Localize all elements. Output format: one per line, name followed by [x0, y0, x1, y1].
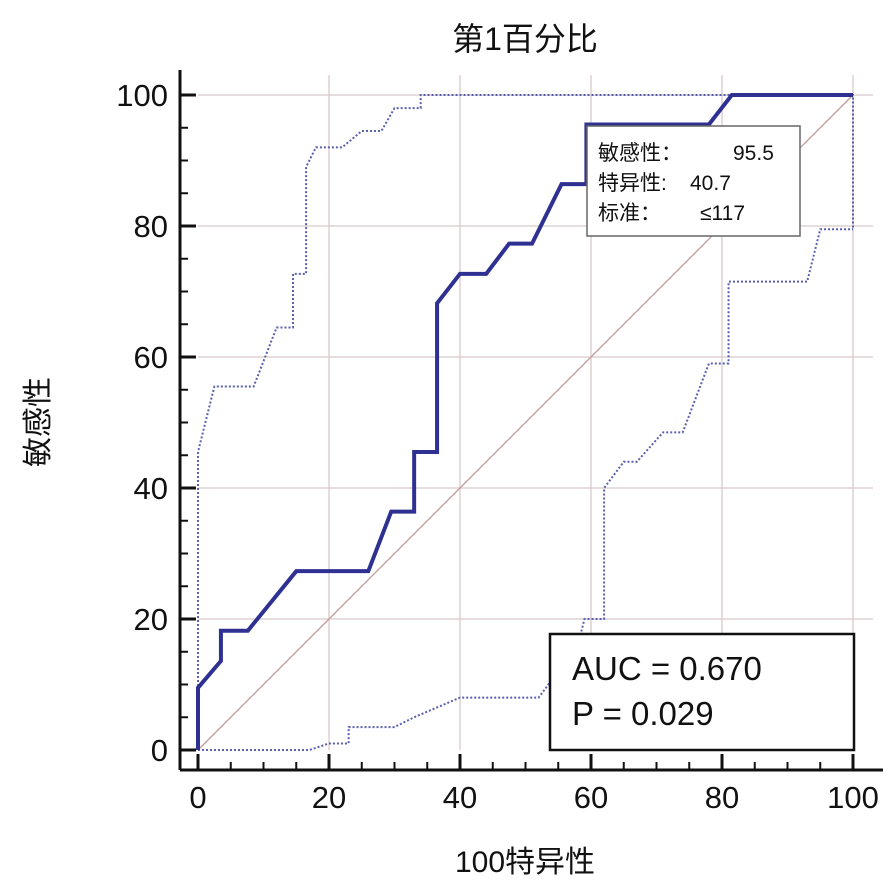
x-tick-label: 0 — [189, 780, 206, 815]
y-tick-label: 20 — [134, 602, 168, 637]
criterion-annotation-box: 敏感性： 95.5 特异性: 40.7 标准： ≤117 — [586, 125, 801, 237]
sens-label: 敏感性： — [598, 142, 682, 165]
x-tick-label: 40 — [443, 780, 477, 815]
y-tick-label: 0 — [151, 733, 168, 768]
x-tick-label: 80 — [705, 780, 739, 815]
spec-label: 特异性: — [598, 172, 667, 195]
crit-label: 标准： — [598, 202, 661, 225]
auc-text: AUC = 0.670 — [572, 650, 762, 687]
chart-title: 第1百分比 — [452, 21, 598, 57]
crit-value: ≤117 — [700, 202, 745, 225]
spec-value: 40.7 — [690, 172, 731, 195]
x-tick-label: 60 — [574, 780, 608, 815]
y-tick-label: 40 — [134, 471, 168, 506]
sens-value: 95.5 — [733, 142, 774, 165]
x-axis-label: 100特异性 — [455, 846, 595, 879]
x-tick-label: 100 — [827, 780, 879, 815]
y-tick-label: 80 — [134, 209, 168, 244]
y-axis-label: 敏感性 — [22, 377, 55, 467]
series-lower-ci — [198, 228, 853, 751]
stats-box: AUC = 0.670 P = 0.029 — [548, 632, 856, 752]
y-tick-label: 100 — [116, 78, 168, 113]
x-tick-label: 20 — [312, 780, 346, 815]
p-value-text: P = 0.029 — [572, 695, 714, 732]
y-tick-label: 60 — [134, 340, 168, 375]
series-upper-ci — [197, 94, 854, 750]
